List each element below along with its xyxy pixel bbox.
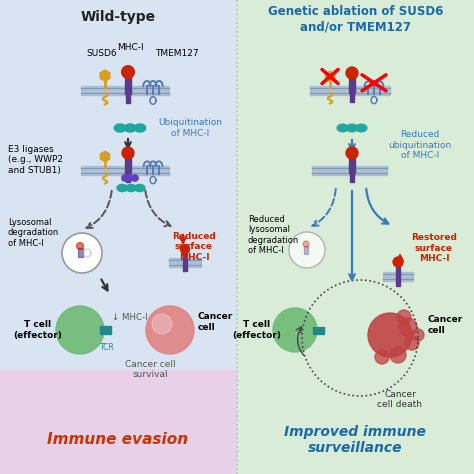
Bar [169, 257, 201, 266]
Text: Immune evasion: Immune evasion [47, 432, 189, 447]
Text: TCR: TCR [100, 343, 114, 352]
Bar [349, 75, 355, 87]
Circle shape [76, 243, 83, 249]
Bar [126, 173, 130, 182]
Circle shape [405, 336, 419, 350]
Bar [81, 85, 169, 94]
Bar [100, 326, 103, 334]
Circle shape [146, 306, 194, 354]
Circle shape [132, 175, 138, 181]
Text: Reduced
ubiquitination
of MHC-I: Reduced ubiquitination of MHC-I [388, 130, 452, 160]
Bar [182, 250, 187, 259]
Bar [125, 74, 131, 86]
Circle shape [152, 314, 172, 334]
Circle shape [273, 308, 317, 352]
Bar [183, 264, 187, 271]
Ellipse shape [126, 184, 136, 191]
Circle shape [397, 310, 411, 324]
Bar [349, 155, 355, 166]
Bar [396, 279, 400, 286]
Text: Cancer
cell: Cancer cell [198, 312, 233, 332]
Ellipse shape [346, 124, 357, 132]
Text: ↓ MHC-I: ↓ MHC-I [112, 313, 148, 322]
Text: Genetic ablation of SUSD6
and/or TMEM127: Genetic ablation of SUSD6 and/or TMEM127 [268, 5, 444, 33]
Circle shape [412, 329, 424, 341]
Text: TMEM127: TMEM127 [155, 49, 199, 58]
Text: Reduced
surface
MHC-I: Reduced surface MHC-I [172, 232, 216, 262]
Circle shape [346, 67, 358, 79]
Bar [321, 327, 324, 334]
Text: Restored
surface
MHC-I: Restored surface MHC-I [411, 233, 457, 263]
Text: Cancer
cell death: Cancer cell death [377, 390, 422, 410]
Ellipse shape [135, 184, 145, 191]
Circle shape [181, 245, 190, 254]
Circle shape [390, 347, 406, 363]
Text: T cell
(effector): T cell (effector) [233, 320, 282, 340]
Text: E3 ligases
(e.g., WWP2
and STUB1): E3 ligases (e.g., WWP2 and STUB1) [8, 145, 63, 175]
Bar [237, 0, 474, 474]
Bar [395, 273, 401, 279]
Ellipse shape [134, 124, 146, 132]
Bar [349, 166, 355, 173]
Bar [104, 326, 107, 334]
Text: Cancer
cell: Cancer cell [428, 315, 463, 335]
Polygon shape [100, 70, 110, 81]
Bar [304, 246, 308, 254]
Circle shape [122, 147, 134, 159]
Circle shape [303, 241, 309, 247]
Polygon shape [326, 71, 335, 82]
Bar [350, 173, 354, 182]
Circle shape [56, 306, 104, 354]
Bar [349, 87, 355, 93]
Text: Wild-type: Wild-type [81, 10, 155, 24]
Text: Improved immune
surveillance: Improved immune surveillance [284, 425, 426, 455]
Circle shape [375, 350, 389, 364]
Ellipse shape [356, 124, 367, 132]
Bar [125, 155, 131, 166]
Bar [317, 327, 320, 334]
Ellipse shape [114, 124, 126, 132]
Bar [125, 166, 131, 173]
Bar [383, 272, 413, 281]
Bar [126, 93, 130, 102]
Circle shape [346, 147, 358, 159]
Text: MHC-I: MHC-I [117, 43, 143, 52]
Bar [313, 327, 316, 334]
Circle shape [368, 313, 412, 357]
Ellipse shape [117, 184, 128, 191]
Circle shape [127, 175, 133, 181]
Ellipse shape [124, 124, 136, 132]
Circle shape [289, 232, 325, 268]
Ellipse shape [337, 124, 348, 132]
Bar [0, 370, 237, 474]
Circle shape [122, 175, 128, 181]
Text: Ubiquitination
of MHC-I: Ubiquitination of MHC-I [158, 118, 222, 138]
Bar [395, 264, 401, 273]
Bar [0, 0, 237, 370]
Bar [125, 86, 131, 93]
Circle shape [62, 233, 102, 273]
Text: T cell
(effector): T cell (effector) [14, 320, 63, 340]
Text: Cancer cell
survival: Cancer cell survival [125, 360, 175, 379]
Bar [81, 165, 169, 174]
Circle shape [399, 318, 417, 336]
Bar [182, 259, 187, 264]
Bar [312, 165, 388, 174]
Text: Reduced
lysosomal
degradation
of MHC-I: Reduced lysosomal degradation of MHC-I [248, 215, 299, 255]
Bar [78, 248, 83, 257]
Circle shape [393, 257, 403, 267]
Bar [350, 93, 354, 102]
Text: SUSD6: SUSD6 [87, 49, 117, 58]
Bar [108, 326, 111, 334]
Text: Lysosomal
degradation
of MHC-I: Lysosomal degradation of MHC-I [8, 218, 59, 248]
Polygon shape [100, 151, 109, 162]
Bar [310, 85, 390, 94]
Circle shape [122, 66, 134, 78]
